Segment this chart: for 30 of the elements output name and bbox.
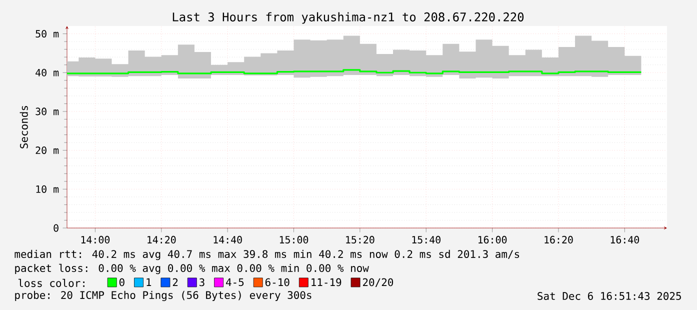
legend-label: 0 [119,278,124,286]
x-tick-label: 14:40 [214,236,242,244]
legend-label: 1 [146,278,152,286]
y-tick-label: 20 m [36,146,59,154]
text: median rtt: 40.2 ms avg 40.7 ms max 39.8 ms min 40.2 ms now 0.2 ms sd 201.3 am/s [14,250,520,260]
text: Sat Dec 6 16:51:43 2025 [538,292,681,300]
y-tick-label: 30 m [36,108,59,116]
x-tick-label: 16:00 [478,236,507,244]
y-tick-label: 0 [54,224,58,232]
legend-label: 20/20 [363,278,394,288]
x-tick-label: 14:20 [148,236,176,244]
y-tick-label: 50 m [36,30,59,38]
x-tick-label: 14:00 [81,236,110,244]
x-tick-label: 15:00 [280,236,308,244]
x-tick-label: 15:20 [346,236,374,244]
text: packet loss: 0.00 % avg 0.00 % max 0.00 % min 0.00 % now [15,264,369,274]
legend-label: 6-10 [265,278,290,286]
text: probe: 20 ICMP Echo Pings (56 Bytes) every 300s [15,290,312,302]
y-tick-label: 40 m [36,68,59,76]
legend-title: loss color: [18,278,84,288]
x-tick-label: 15:40 [412,236,440,244]
legend-label: 2 [172,278,178,286]
x-tick-label: 16:40 [610,236,640,244]
chart-title: Last 3 Hours from yakushima-nz1 to 208.67.220.220 [172,12,524,24]
legend-label: 4-5 [226,278,244,286]
y-axis-title: Seconds [20,106,28,148]
legend-label: 11-19 [312,278,342,286]
legend-label: 3 [200,278,204,286]
x-tick-label: 16:20 [544,236,573,244]
y-tick-label: 10 m [36,185,59,193]
